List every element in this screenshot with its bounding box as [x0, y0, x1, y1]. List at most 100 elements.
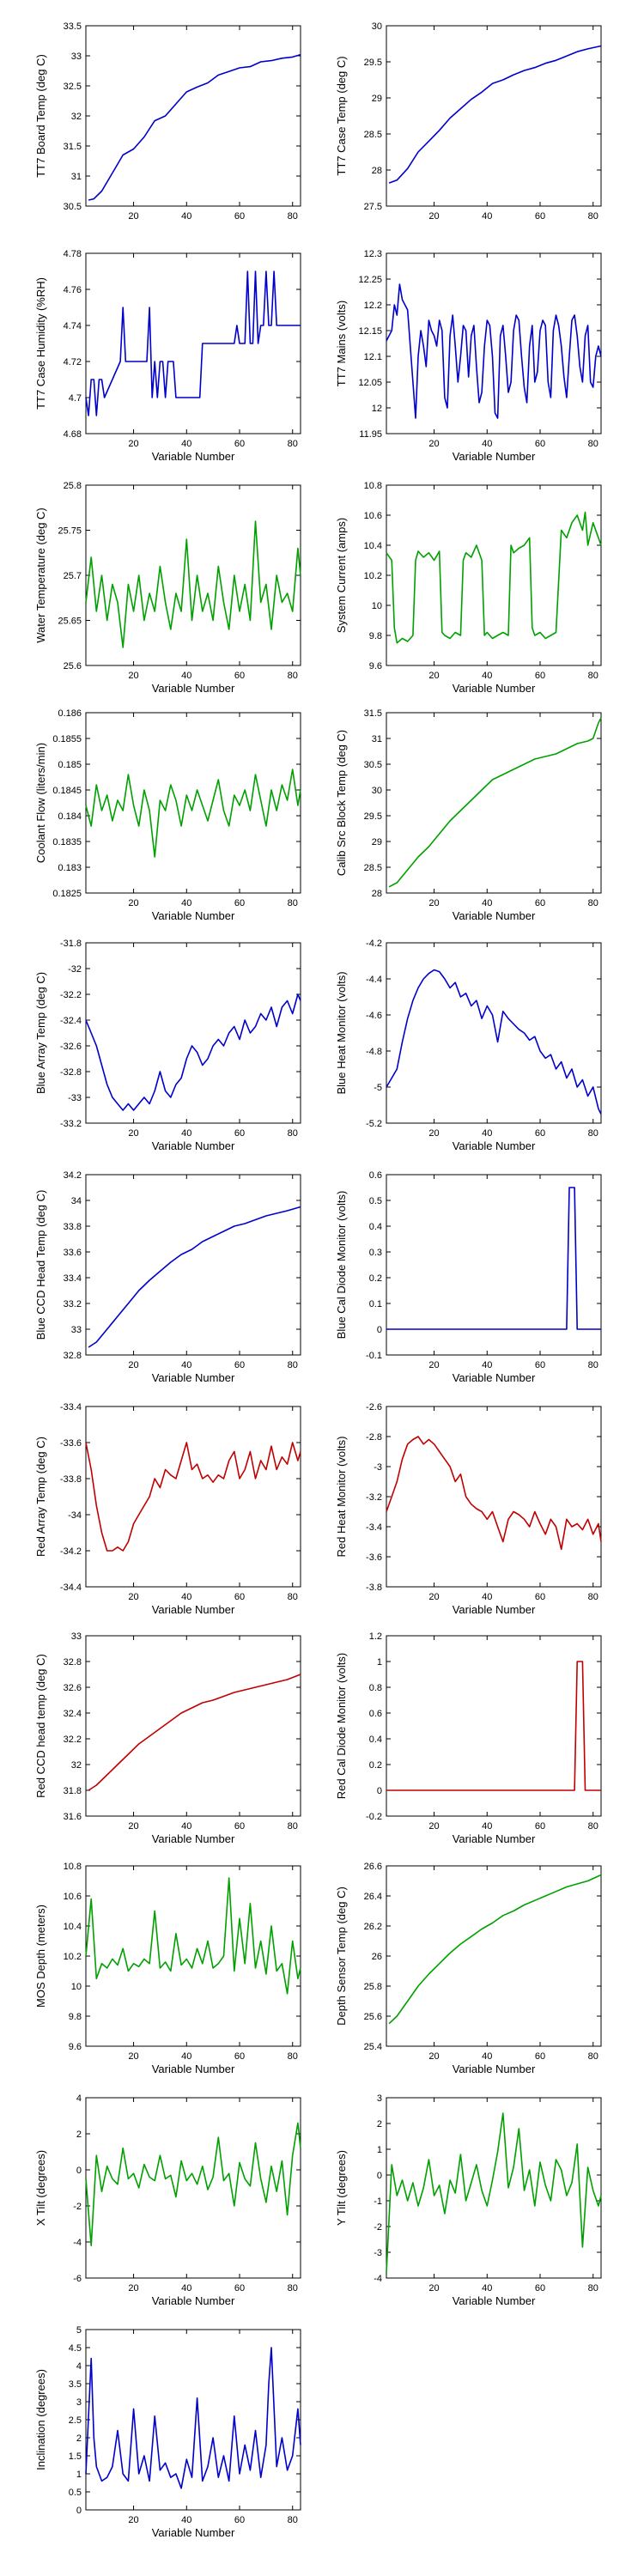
x-tick-label: 60	[535, 671, 545, 681]
y-axis-label: TT7 Board Temp (deg C)	[34, 54, 47, 178]
y-tick-label: 0.2	[369, 1273, 382, 1284]
x-tick-label: 80	[288, 211, 298, 222]
y-tick-label: 10.6	[64, 1892, 82, 1902]
y-tick-label: 2.5	[69, 2415, 82, 2426]
y-tick-label: -31.8	[60, 939, 82, 949]
x-axis-label: Variable Number	[152, 909, 235, 922]
y-tick-label: -3.2	[366, 1492, 382, 1503]
x-tick-label: 20	[428, 1360, 439, 1370]
y-tick-label: 33.6	[64, 1248, 82, 1258]
y-tick-label: 25.4	[364, 2042, 382, 2052]
series-line	[85, 270, 301, 416]
y-tick-label: 12.1	[364, 352, 382, 362]
y-tick-label: -32.8	[60, 1067, 82, 1078]
y-tick-label: -4.2	[366, 939, 382, 949]
y-tick-label: 4.5	[69, 2343, 82, 2354]
y-tick-label: 32.6	[64, 1683, 82, 1693]
x-tick-label: 40	[181, 439, 191, 449]
y-tick-label: 0.186	[58, 708, 82, 719]
y-tick-label: 25.8	[364, 1982, 382, 1992]
chart-panel-2: 27.5 28 28.5 29 29.5 30 20 40 60 80 TT7 Case Temp …	[335, 21, 602, 222]
y-tick-label: 4	[76, 2361, 82, 2372]
y-tick-label: 0.1	[369, 1299, 382, 1309]
y-axis-label: Red Heat Monitor (volts)	[335, 1437, 348, 1558]
y-tick-label: 12.3	[364, 249, 382, 259]
axes-box	[386, 1635, 602, 1817]
x-tick-label: 20	[128, 1360, 138, 1370]
x-tick-label: 80	[588, 1821, 598, 1832]
x-axis-label: Variable Number	[152, 1371, 235, 1384]
chart-panel-21: 0 0.5 1 1.5 2 2.5 3 3.5 4 4.5 5 20 40 60 80 Variable Nu…	[34, 2325, 301, 2539]
y-tick-label: -3.8	[366, 1583, 382, 1593]
chart-panel-14: -3.8 -3.6 -3.4 -3.2 -3 -2.8 -2.6 20 40 60 80 Variab…	[335, 1402, 602, 1616]
y-tick-label: 0.185	[58, 760, 82, 770]
x-tick-label: 40	[482, 1360, 492, 1370]
x-axis-label: Variable Number	[453, 1139, 536, 1152]
x-tick-label: 80	[588, 2051, 598, 2062]
chart-panel-18: 25.4 25.6 25.8 26 26.2 26.4 26.6 20 40 60 80 Variab…	[335, 1862, 602, 2075]
y-tick-label: 10.8	[64, 1862, 82, 1872]
y-tick-label: -4.6	[366, 1011, 382, 1021]
series-line	[386, 1187, 601, 1330]
x-tick-label: 80	[288, 439, 298, 449]
y-tick-label: 25.7	[64, 571, 82, 581]
y-tick-label: -2.6	[366, 1402, 382, 1413]
y-tick-label: 12.2	[364, 301, 382, 311]
x-tick-label: 80	[288, 1360, 298, 1370]
y-tick-label: 28.5	[364, 130, 382, 140]
x-tick-label: 40	[181, 1592, 191, 1602]
y-tick-label: 10.4	[364, 541, 382, 551]
y-tick-label: 2	[76, 2129, 82, 2140]
chart-panel-7: 0.1825 0.183 0.1835 0.184 0.1845 0.185 0.1855 0…	[34, 708, 301, 922]
y-tick-label: 33.4	[64, 1273, 82, 1284]
axes-box	[85, 2329, 301, 2511]
y-tick-label: 30	[372, 21, 382, 32]
x-tick-label: 60	[535, 211, 545, 222]
y-tick-label: 4.72	[64, 357, 82, 368]
x-tick-label: 40	[482, 671, 492, 681]
x-tick-label: 40	[181, 1821, 191, 1832]
chart-panel-19: -6 -4 -2 0 2 4 20 40 60 80 Variable Number X Tilt (…	[34, 2093, 301, 2307]
series-line	[85, 993, 301, 1111]
chart-panel-4: 11.95 12 12.05 12.1 12.15 12.2 12.25 12.3 20 40 60…	[335, 249, 602, 463]
y-tick-label: 31.5	[364, 708, 382, 719]
x-tick-label: 80	[288, 2051, 298, 2062]
y-tick-label: -2	[73, 2202, 82, 2212]
x-tick-label: 20	[128, 1821, 138, 1832]
y-tick-label: 1	[377, 2145, 382, 2155]
chart-panel-11: 32.8 33 33.2 33.4 33.6 33.8 34 34.2 20 40 60 80 Vari…	[34, 1170, 301, 1384]
series-line	[88, 1674, 301, 1791]
y-tick-label: 26	[372, 1952, 382, 1962]
y-tick-label: 12.05	[358, 378, 382, 388]
y-tick-label: 26.6	[364, 1862, 382, 1872]
series-line	[85, 2347, 301, 2489]
chart-panel-9: -33.2 -33 -32.8 -32.6 -32.4 -32.2 -32 -31.8 20 40…	[34, 939, 301, 1152]
x-tick-label: 60	[234, 898, 245, 908]
x-tick-label: 40	[482, 1592, 492, 1602]
y-tick-label: 0.3	[369, 1248, 382, 1258]
x-tick-label: 60	[234, 1592, 245, 1602]
y-tick-label: 31	[372, 734, 382, 744]
y-tick-label: 0.5	[69, 2488, 82, 2498]
y-tick-label: -4	[73, 2238, 82, 2248]
axes-box	[85, 1635, 301, 1817]
y-tick-label: 0.183	[58, 863, 82, 873]
x-axis-label: Variable Number	[152, 2063, 235, 2075]
x-tick-label: 60	[234, 439, 245, 449]
y-tick-label: 10.2	[364, 571, 382, 581]
x-axis-label: Variable Number	[453, 909, 536, 922]
x-tick-label: 60	[234, 2051, 245, 2062]
axes-box	[386, 1406, 602, 1588]
y-tick-label: 0	[377, 2171, 382, 2181]
series-line	[386, 283, 602, 419]
x-tick-label: 80	[588, 439, 598, 449]
y-tick-label: 0.1845	[52, 786, 82, 796]
y-tick-label: 31.5	[64, 142, 82, 152]
axes-box	[85, 1406, 301, 1588]
y-tick-label: -3.6	[366, 1552, 382, 1563]
y-tick-label: 30	[372, 786, 382, 796]
x-axis-label: Variable Number	[152, 682, 235, 695]
x-tick-label: 20	[428, 1592, 439, 1602]
y-tick-label: -0.1	[366, 1351, 382, 1361]
